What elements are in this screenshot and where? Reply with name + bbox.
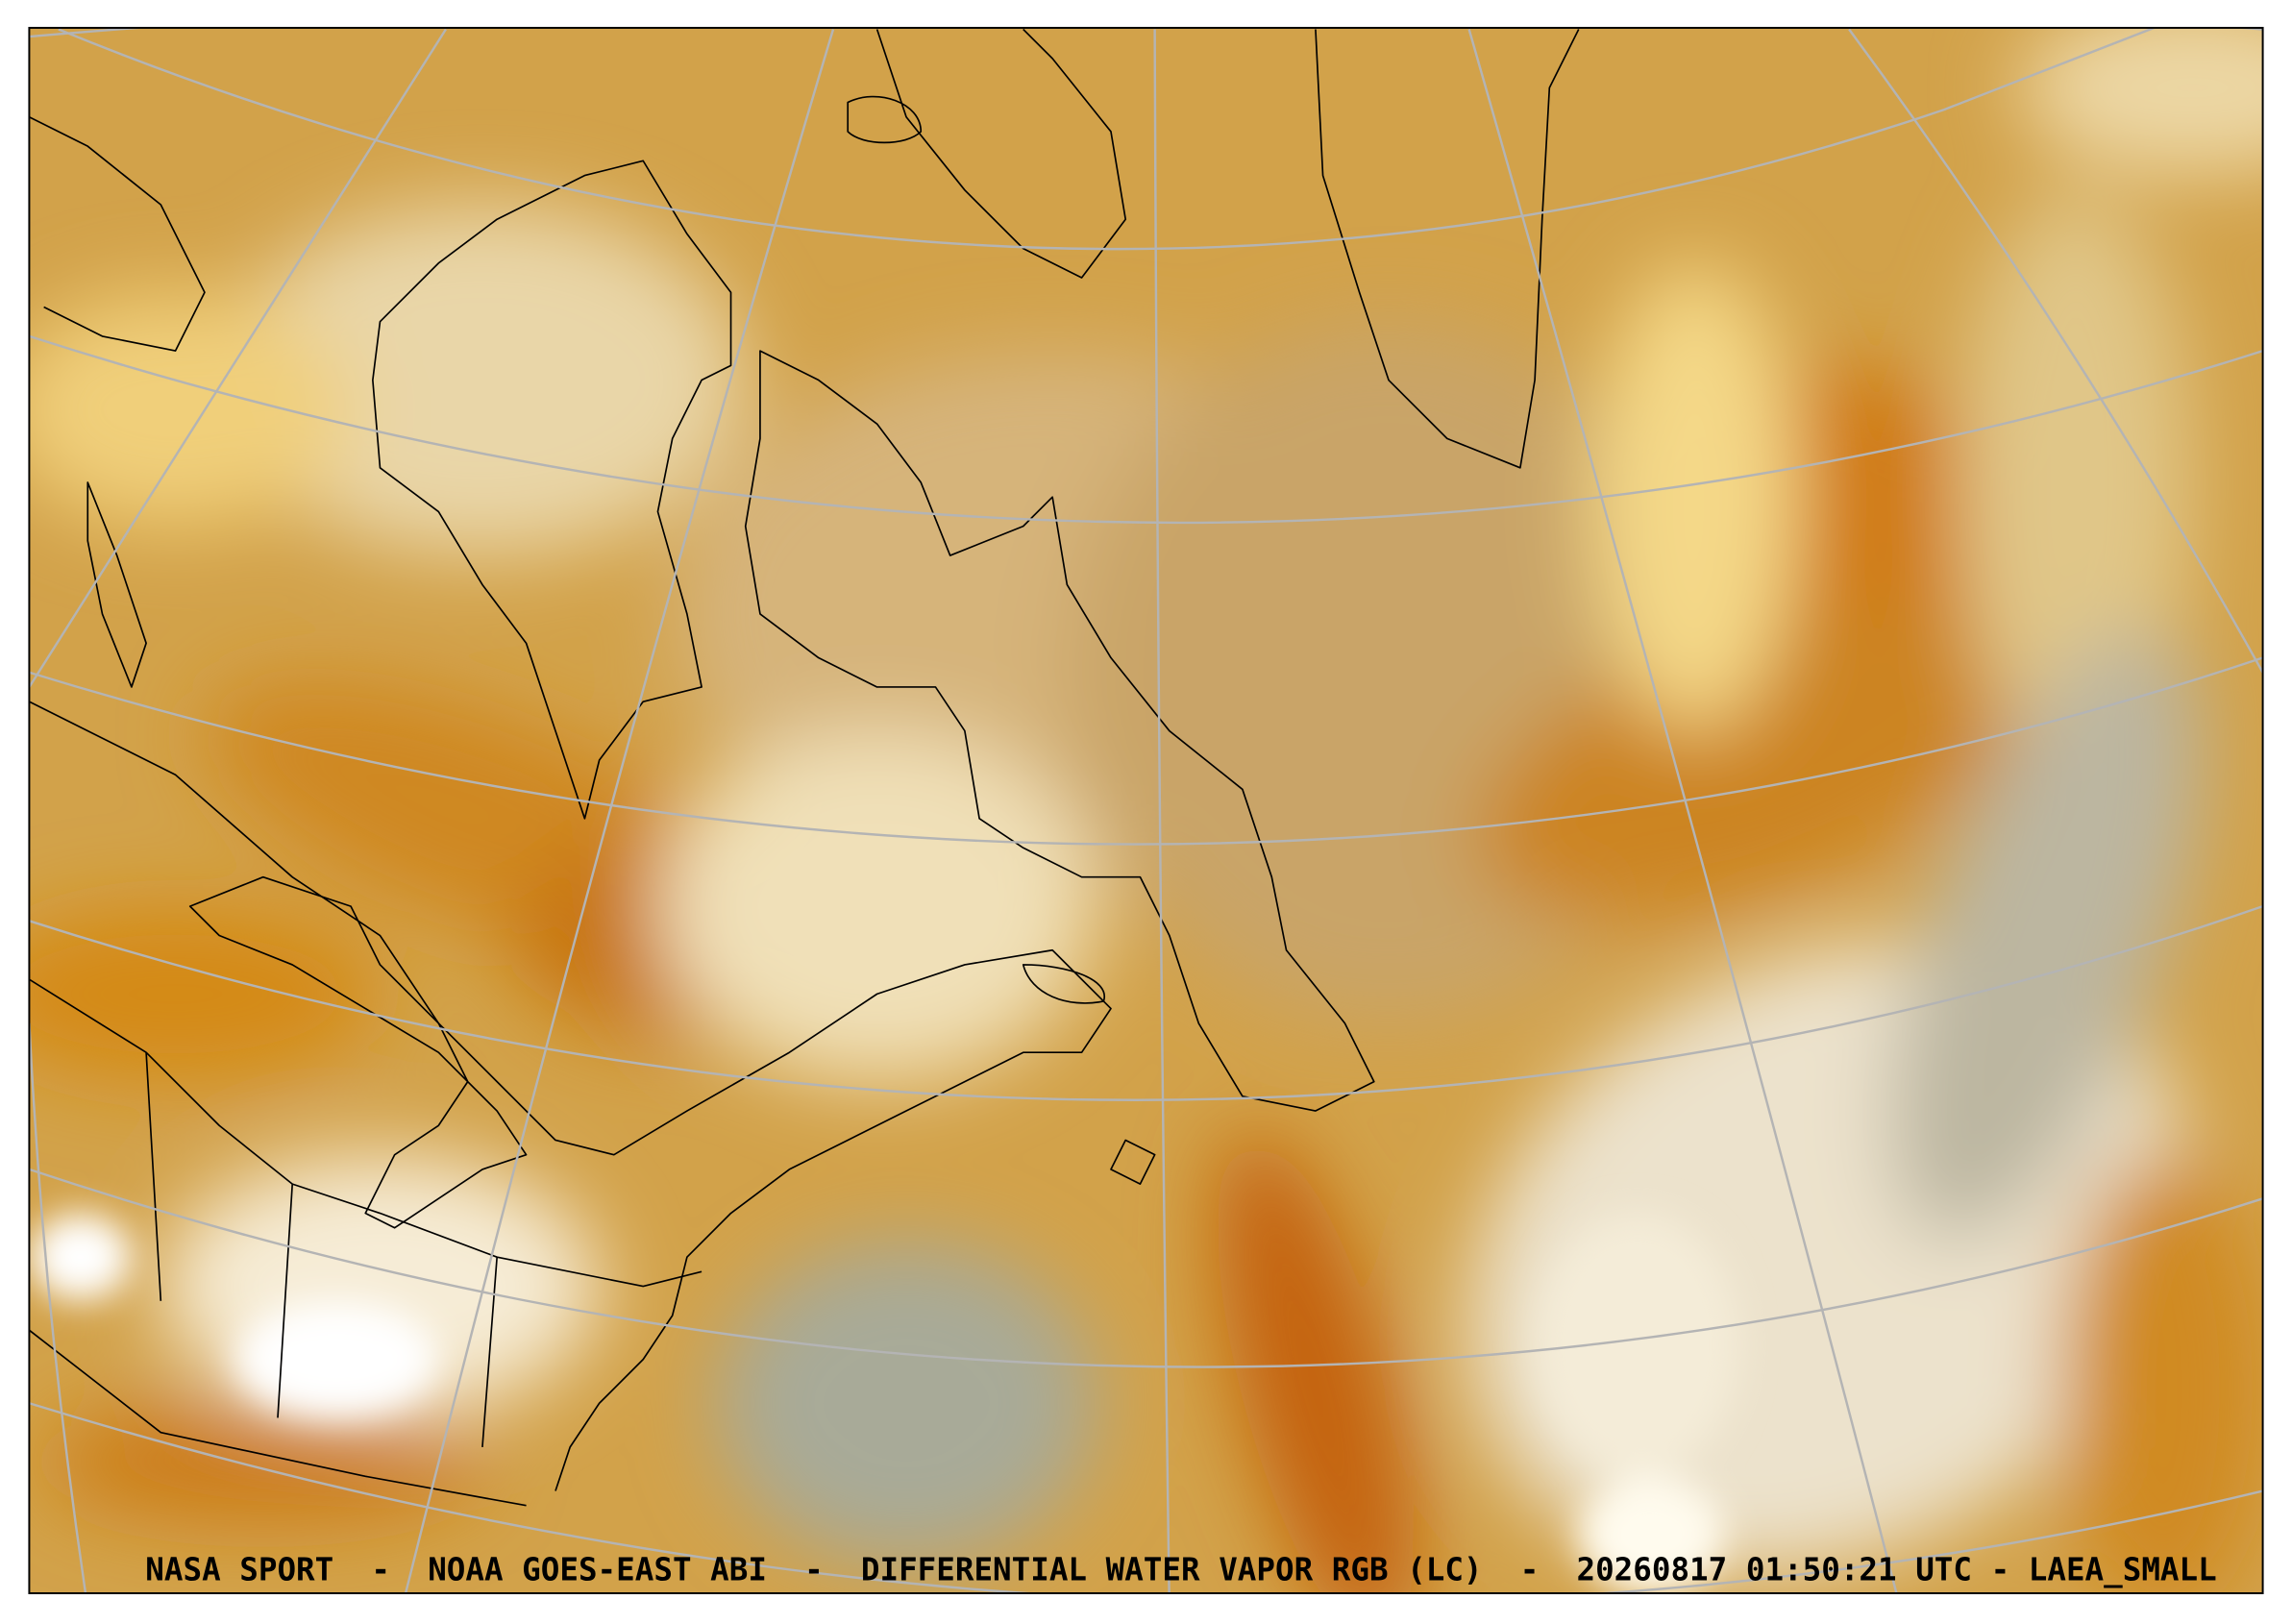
meridian bbox=[29, 1022, 87, 1593]
meridian bbox=[1467, 29, 1898, 1593]
caption: NASA SPORT - NOAA GOES-EAST ABI - DIFFER… bbox=[145, 1551, 2216, 1587]
parallel bbox=[29, 334, 2263, 525]
meridian bbox=[404, 29, 835, 1593]
coastlines bbox=[29, 28, 1580, 1507]
meridian bbox=[1848, 28, 2263, 674]
coastline bbox=[1315, 29, 1580, 469]
map-frame bbox=[28, 26, 2264, 1594]
coastline bbox=[188, 875, 528, 1229]
parallel bbox=[58, 27, 2157, 251]
coastline bbox=[29, 115, 206, 688]
state-border bbox=[29, 978, 702, 1507]
meridian bbox=[29, 28, 447, 688]
coastline bbox=[847, 28, 1127, 279]
parallel bbox=[29, 1168, 2263, 1368]
parallel bbox=[29, 1402, 2263, 1593]
coastline bbox=[372, 160, 732, 820]
parallel bbox=[29, 904, 2263, 1101]
parallel bbox=[29, 656, 2263, 846]
graticule bbox=[29, 27, 2263, 1593]
coastline bbox=[29, 701, 1112, 1491]
coastline bbox=[1022, 964, 1156, 1185]
coastline bbox=[744, 350, 1375, 1112]
